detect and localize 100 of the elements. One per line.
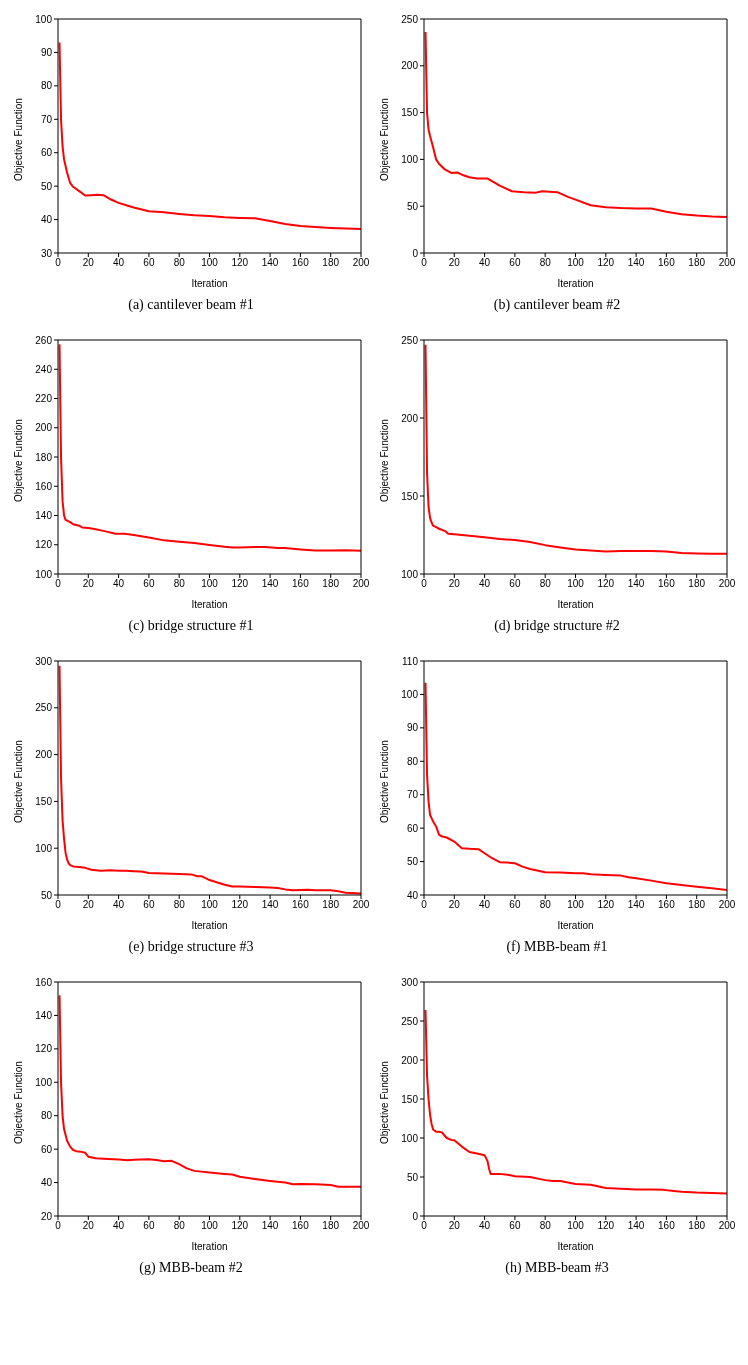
x-tick-label: 80 (539, 578, 552, 590)
y-tick-label: 150 (401, 490, 419, 502)
y-tick-label: 250 (35, 702, 53, 714)
line-series (424, 31, 727, 218)
x-tick-label: 0 (55, 257, 62, 269)
x-axis-title: Iteration (191, 278, 228, 289)
y-axis-title: Objective Function (12, 98, 24, 181)
line-series (58, 994, 361, 1188)
y-tick-label: 240 (35, 363, 53, 375)
x-tick-label: 20 (448, 578, 461, 590)
x-tick-label: 200 (718, 1220, 736, 1232)
x-axis-title: Iteration (557, 1241, 594, 1252)
y-tick-label: 70 (40, 113, 53, 125)
x-axis-title: Iteration (557, 920, 594, 931)
y-tick-label: 60 (40, 147, 53, 159)
x-tick-label: 60 (143, 257, 155, 269)
x-tick-label: 60 (509, 899, 521, 911)
x-tick-label: 120 (597, 899, 615, 911)
y-tick-label: 160 (35, 976, 53, 988)
x-tick-label: 160 (658, 899, 676, 911)
x-tick-label: 200 (718, 257, 736, 269)
y-axis-title: Objective Function (12, 419, 24, 502)
x-tick-label: 40 (113, 578, 125, 590)
x-tick-label: 20 (448, 257, 461, 269)
x-tick-label: 60 (143, 578, 155, 590)
y-tick-label: 200 (401, 60, 419, 72)
x-tick-label: 80 (173, 899, 186, 911)
x-tick-label: 100 (567, 578, 585, 590)
y-tick-label: 60 (40, 1143, 53, 1155)
x-tick-label: 140 (261, 578, 279, 590)
x-tick-label: 0 (55, 899, 62, 911)
y-tick-label: 150 (35, 795, 53, 807)
x-tick-label: 80 (539, 1220, 552, 1232)
x-tick-label: 40 (113, 257, 125, 269)
y-tick-label: 300 (401, 976, 419, 988)
x-tick-label: 180 (322, 899, 340, 911)
line-series (424, 681, 727, 891)
y-tick-label: 0 (412, 247, 419, 259)
x-tick-label: 160 (292, 257, 310, 269)
x-axis-title: Iteration (557, 599, 594, 610)
x-tick-label: 140 (627, 1220, 645, 1232)
x-tick-label: 140 (627, 257, 645, 269)
y-axis-title: Objective Function (378, 740, 390, 823)
x-tick-label: 180 (688, 257, 706, 269)
y-tick-label: 120 (35, 1043, 53, 1055)
x-tick-label: 20 (82, 1220, 95, 1232)
y-tick-label: 250 (401, 334, 419, 346)
y-tick-label: 100 (401, 1132, 419, 1144)
x-tick-label: 140 (261, 257, 279, 269)
x-tick-label: 40 (113, 1220, 125, 1232)
x-tick-label: 120 (597, 257, 615, 269)
x-tick-label: 120 (597, 578, 615, 590)
x-tick-label: 120 (597, 1220, 615, 1232)
x-tick-label: 60 (143, 899, 155, 911)
y-tick-label: 180 (35, 451, 53, 463)
y-axis-title: Objective Function (378, 98, 390, 181)
x-tick-label: 140 (627, 899, 645, 911)
y-tick-label: 160 (35, 480, 53, 492)
x-axis-title: Iteration (557, 278, 594, 289)
x-axis-title: Iteration (191, 599, 228, 610)
x-tick-label: 40 (479, 578, 491, 590)
x-axis-title: Iteration (191, 920, 228, 931)
y-tick-label: 260 (35, 334, 53, 346)
x-tick-label: 200 (352, 257, 370, 269)
y-tick-label: 50 (406, 200, 419, 212)
y-tick-label: 50 (406, 1171, 419, 1183)
x-tick-label: 200 (352, 1220, 370, 1232)
x-tick-label: 160 (292, 578, 310, 590)
x-tick-label: 60 (509, 578, 521, 590)
y-tick-label: 100 (35, 842, 53, 854)
x-tick-label: 80 (539, 899, 552, 911)
y-axis-title: Objective Function (12, 740, 24, 823)
x-tick-label: 160 (292, 899, 310, 911)
y-tick-label: 200 (401, 412, 419, 424)
y-tick-label: 50 (40, 180, 53, 192)
x-tick-label: 0 (421, 578, 428, 590)
x-tick-label: 120 (231, 257, 249, 269)
x-tick-label: 200 (352, 899, 370, 911)
text: (d) bridge structure #2 (494, 618, 620, 635)
y-tick-label: 110 (402, 655, 419, 667)
x-tick-label: 20 (448, 899, 461, 911)
x-tick-label: 80 (539, 257, 552, 269)
x-tick-label: 120 (231, 1220, 249, 1232)
y-tick-label: 100 (35, 1076, 53, 1088)
y-tick-label: 220 (35, 393, 53, 405)
x-tick-label: 200 (352, 578, 370, 590)
x-tick-label: 200 (718, 578, 736, 590)
y-tick-label: 100 (401, 688, 419, 700)
y-tick-label: 200 (35, 422, 53, 434)
x-tick-label: 160 (292, 1220, 310, 1232)
y-tick-label: 40 (40, 1177, 53, 1189)
x-tick-label: 100 (201, 578, 219, 590)
y-tick-label: 200 (401, 1054, 419, 1066)
y-tick-label: 30 (40, 247, 53, 259)
text: (h) MBB-beam #3 (505, 1260, 609, 1277)
x-tick-label: 0 (421, 899, 428, 911)
x-tick-label: 180 (688, 1220, 706, 1232)
y-tick-label: 100 (35, 568, 53, 580)
line-series (424, 1009, 727, 1195)
y-tick-label: 90 (406, 722, 419, 734)
